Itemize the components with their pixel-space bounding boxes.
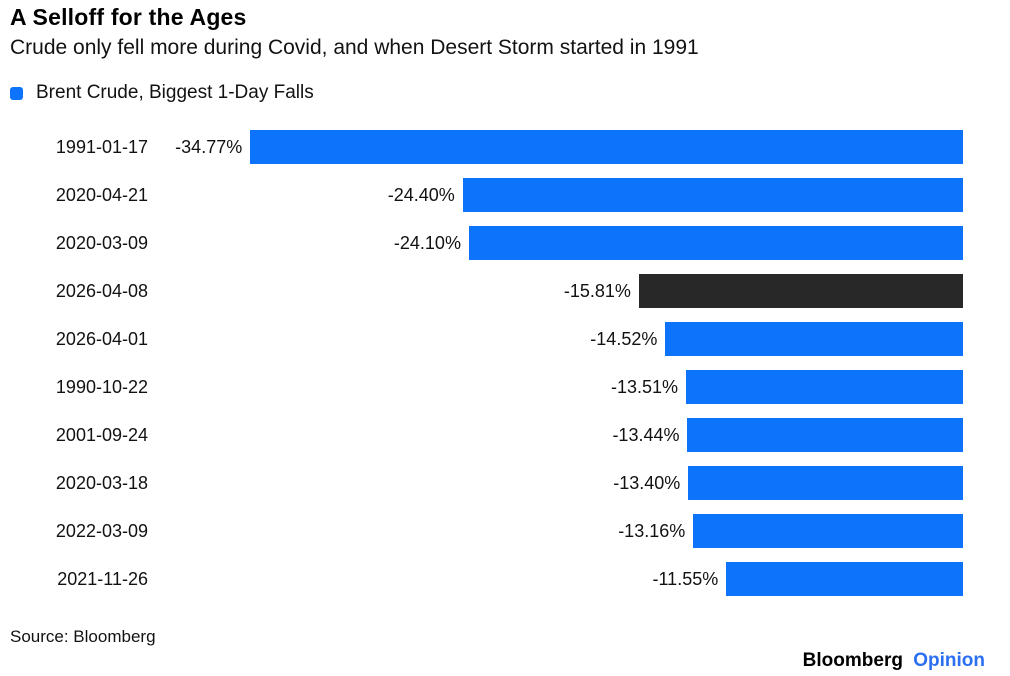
category-label: 2026-04-08 [55, 280, 148, 301]
chart-title: A Selloff for the Ages [10, 4, 247, 30]
bar [693, 514, 963, 548]
category-label: 2020-03-09 [55, 232, 148, 253]
value-label: -24.10% [393, 232, 461, 253]
value-label: -13.51% [611, 376, 679, 397]
bar-zone: -13.51% [148, 363, 963, 411]
category-label: 1991-01-17 [55, 136, 148, 157]
chart-row: 2026-04-08 -15.81% [0, 267, 963, 315]
bar [687, 418, 963, 452]
bar [726, 562, 963, 596]
category-label: 2020-04-21 [55, 184, 148, 205]
bar-zone: -24.40% [148, 171, 963, 219]
brand-name: Bloomberg [802, 650, 903, 671]
category-label: 2021-11-26 [57, 568, 148, 589]
chart-row: 2020-03-09 -24.10% [0, 219, 963, 267]
chart-row: 2026-04-01 -14.52% [0, 315, 963, 363]
bar-zone: -24.10% [148, 219, 963, 267]
bar [665, 322, 963, 356]
bar [468, 226, 963, 260]
value-label: -14.52% [590, 328, 658, 349]
bar-zone: -34.77% [148, 123, 963, 171]
chart-row: 2020-04-21 -24.40% [0, 171, 963, 219]
bar-zone: -13.40% [148, 459, 963, 507]
bar-zone: -13.16% [148, 507, 963, 555]
bar [462, 178, 963, 212]
value-label: -15.81% [563, 280, 631, 301]
bar-zone: -11.55% [148, 555, 963, 603]
bar [686, 370, 963, 404]
bar-zone: -15.81% [148, 267, 963, 315]
bar [688, 466, 963, 500]
value-label: -24.40% [387, 184, 455, 205]
chart-subtitle: Crude only fell more during Covid, and w… [10, 36, 699, 59]
source-note: Source: Bloomberg [10, 627, 156, 646]
legend-label: Brent Crude, Biggest 1-Day Falls [36, 82, 314, 103]
chart-row: 1991-01-17 -34.77% [0, 123, 963, 171]
chart-row: 1990-10-22 -13.51% [0, 363, 963, 411]
category-label: 2001-09-24 [55, 424, 148, 445]
category-label: 2026-04-01 [55, 328, 148, 349]
category-label: 1990-10-22 [55, 376, 148, 397]
bar [250, 130, 963, 164]
legend-swatch-icon [10, 86, 23, 100]
chart-row: 2021-11-26 -11.55% [0, 555, 963, 603]
brand-logo: Bloomberg Opinion [803, 650, 985, 672]
chart-row: 2020-03-18 -13.40% [0, 459, 963, 507]
bar-highlighted [638, 274, 963, 308]
bar-chart: 1991-01-17 -34.77% 2020-04-21 -24.40% 2020-0… [0, 123, 963, 603]
value-label: -11.55% [652, 568, 719, 589]
chart-row: 2022-03-09 -13.16% [0, 507, 963, 555]
brand-section: Opinion [913, 650, 985, 671]
bar-zone: -14.52% [148, 315, 963, 363]
value-label: -13.16% [618, 520, 686, 541]
value-label: -34.77% [175, 136, 243, 157]
legend: Brent Crude, Biggest 1-Day Falls [10, 82, 314, 104]
value-label: -13.40% [613, 472, 681, 493]
bar-zone: -13.44% [148, 411, 963, 459]
chart-row: 2001-09-24 -13.44% [0, 411, 963, 459]
category-label: 2022-03-09 [55, 520, 148, 541]
category-label: 2020-03-18 [55, 472, 148, 493]
value-label: -13.44% [612, 424, 680, 445]
